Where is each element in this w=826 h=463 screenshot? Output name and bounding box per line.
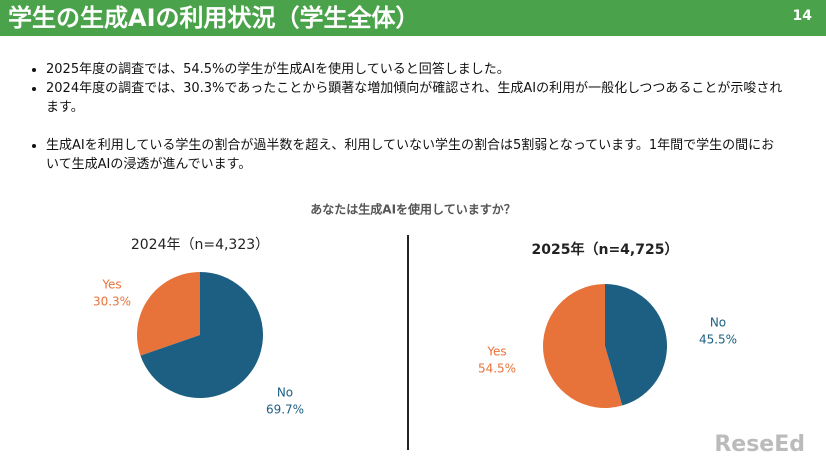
chart-title: 2025年（n=4,725） [532, 241, 679, 258]
pie-slice [140, 272, 263, 398]
slice-label: Yes [486, 345, 506, 359]
slide-title: 学生の生成AIの利用状況（学生全体） [8, 4, 420, 32]
page-number: 14 [792, 8, 812, 24]
slice-label: Yes [101, 278, 121, 292]
bullet: 2025年度の調査では、54.5%の学生が生成AIを使用していると回答しました。 [46, 60, 786, 79]
header-bar [0, 0, 826, 36]
pie-slice [137, 272, 200, 356]
slice-value-label: 69.7% [266, 403, 304, 417]
pie-slice [605, 284, 668, 406]
bullet-list: 2025年度の調査では、54.5%の学生が生成AIを使用していると回答しました。… [28, 60, 786, 174]
slice-value-label: 30.3% [93, 295, 131, 309]
slice-label: No [277, 386, 293, 400]
bullet: 2024年度の調査では、30.3%であったことから顕著な増加傾向が確認され、生成… [46, 79, 786, 117]
slice-value-label: 54.5% [478, 362, 516, 376]
question: あなたは生成AIを使用していますか？ [310, 202, 515, 217]
slice-value-label: 45.5% [699, 333, 737, 347]
bullet: 生成AIを利用している学生の割合が過半数を超え、利用していない学生の割合は5割弱… [46, 136, 786, 174]
chart-title: 2024年（n=4,323） [131, 237, 269, 253]
logo: ReseEd [714, 432, 805, 457]
slice-label: No [710, 316, 726, 330]
pie-slice [543, 284, 623, 408]
